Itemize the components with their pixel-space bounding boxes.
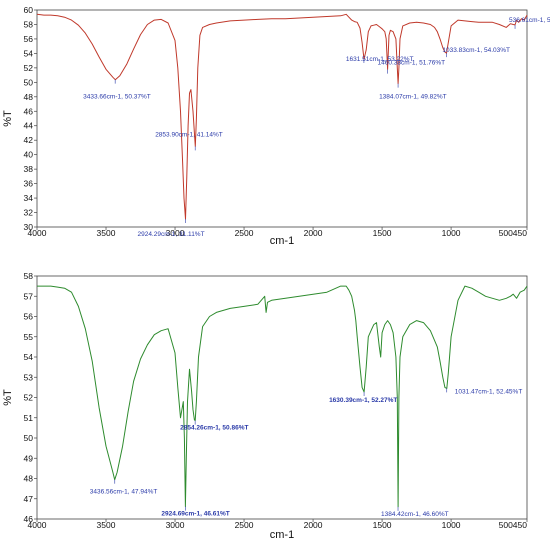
- x-tick-label: 1500: [373, 228, 392, 238]
- x-tick-label: 2500: [235, 228, 254, 238]
- x-tick-label: 1500: [373, 520, 392, 530]
- peak-label: 1384.42cm-1, 46.60%T: [381, 511, 449, 518]
- y-tick-label: 48: [24, 474, 34, 484]
- y-tick-label: 58: [24, 271, 34, 281]
- y-tick-label: 44: [24, 121, 34, 131]
- y-axis-label: %T: [2, 389, 14, 406]
- y-tick-label: 42: [24, 135, 34, 145]
- y-tick-label: 53: [24, 372, 34, 382]
- peak-label: 3433.66cm-1, 50.37%T: [83, 94, 151, 101]
- spectrum-line: [37, 285, 528, 508]
- peak-label: 1031.47cm-1, 52.45%T: [455, 388, 523, 395]
- plot-frame: [36, 9, 528, 228]
- peak-label: 2924.69cm-1, 46.61%T: [161, 511, 229, 518]
- y-tick-label: 52: [24, 393, 34, 403]
- y-tick-label: 51: [24, 413, 34, 423]
- y-tick-label: 30: [24, 222, 34, 232]
- x-tick-label: 2000: [304, 228, 323, 238]
- x-tick-label: 2500: [235, 520, 254, 530]
- peak-label: 1631.51cm-1, 53.22%T: [346, 56, 414, 63]
- plot-frame: [36, 275, 528, 520]
- peak-label: 1460.38cm-1, 51.76%T: [378, 60, 446, 67]
- y-tick-label: 50: [24, 77, 34, 87]
- y-tick-label: 34: [24, 193, 34, 203]
- x-axis-label: cm-1: [270, 529, 294, 541]
- y-tick-label: 55: [24, 332, 34, 342]
- peak-label: 2853.90cm-1, 41.14%T: [155, 131, 223, 138]
- y-tick-label: 50: [24, 433, 34, 443]
- x-tick-label: 3500: [97, 520, 116, 530]
- y-tick-label: 47: [24, 494, 34, 504]
- y-tick-label: 48: [24, 92, 34, 102]
- y-tick-label: 40: [24, 150, 34, 160]
- peak-label: 536.61cm-1, 57.94%T: [509, 17, 550, 24]
- y-tick-label: 56: [24, 312, 34, 322]
- y-tick-label: 36: [24, 179, 34, 189]
- y-tick-label: 38: [24, 164, 34, 174]
- x-tick-label: 2000: [304, 520, 323, 530]
- y-tick-label: 56: [24, 34, 34, 44]
- x-tick-label: 1000: [442, 520, 461, 530]
- y-tick-label: 54: [24, 48, 34, 58]
- x-tick-label: 4000: [28, 228, 47, 238]
- y-tick-label: 60: [24, 5, 34, 15]
- x-tick-label: 3000: [166, 228, 185, 238]
- y-tick-label: 58: [24, 19, 34, 29]
- x-tick-label: 3000: [166, 520, 185, 530]
- peak-label: 2854.26cm-1, 50.86%T: [180, 425, 248, 432]
- y-tick-label: 46: [24, 514, 34, 524]
- y-axis-label: %T: [2, 110, 14, 127]
- x-tick-label: 500450: [499, 520, 528, 530]
- y-tick-label: 54: [24, 352, 34, 362]
- spectrum-line: [36, 13, 528, 220]
- y-tick-label: 32: [24, 208, 34, 218]
- y-tick-label: 52: [24, 63, 34, 73]
- x-tick-label: 500450: [499, 228, 528, 238]
- y-tick-label: 49: [24, 453, 34, 463]
- peak-label: 3436.56cm-1, 47.94%T: [90, 489, 158, 496]
- peak-label: 2924.29cm-1, 31.11%T: [137, 231, 204, 238]
- peak-label: 1630.39cm-1, 52.27%T: [329, 397, 397, 404]
- peak-label: 1033.83cm-1, 54.03%T: [442, 47, 510, 54]
- x-axis-label: cm-1: [270, 235, 294, 247]
- x-tick-label: 4000: [28, 520, 47, 530]
- y-tick-label: 57: [24, 291, 34, 301]
- x-tick-label: 3500: [97, 228, 116, 238]
- y-tick-label: 46: [24, 106, 34, 116]
- x-tick-label: 1000: [442, 228, 461, 238]
- peak-label: 1384.07cm-1, 49.82%T: [379, 94, 447, 101]
